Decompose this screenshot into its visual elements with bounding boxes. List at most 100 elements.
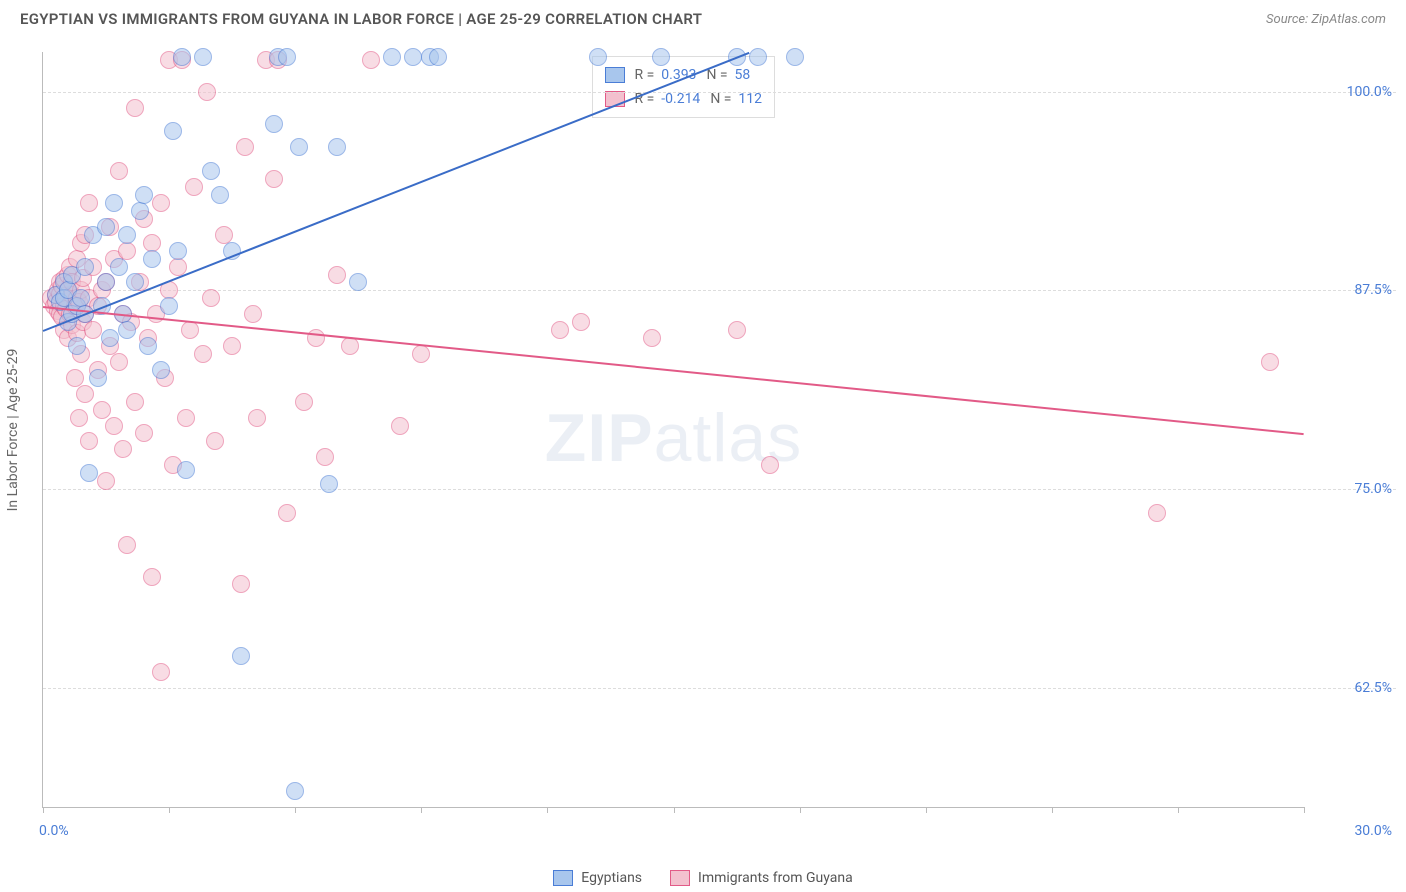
- data-point-guyana: [265, 170, 283, 188]
- data-point-guyana: [118, 536, 136, 554]
- data-point-guyana: [97, 472, 115, 490]
- data-point-egyptians: [290, 138, 308, 156]
- data-point-guyana: [152, 194, 170, 212]
- data-point-egyptians: [152, 361, 170, 379]
- data-point-guyana: [93, 401, 111, 419]
- data-point-egyptians: [160, 297, 178, 315]
- x-tick: [926, 807, 927, 813]
- y-tick-label: 75.0%: [1316, 481, 1392, 497]
- x-tick: [1304, 807, 1305, 813]
- data-point-guyana: [126, 99, 144, 117]
- correlation-row-egyptians: R = 0.393 N = 58: [605, 63, 762, 87]
- data-point-guyana: [206, 432, 224, 450]
- y-tick-label: 62.5%: [1316, 680, 1392, 696]
- gridline: [43, 92, 1396, 93]
- data-point-egyptians: [211, 186, 229, 204]
- legend-label-egyptians: Egyptians: [581, 870, 642, 886]
- data-point-guyana: [391, 417, 409, 435]
- x-axis-max-label: 30.0%: [1354, 823, 1392, 839]
- legend-label-guyana: Immigrants from Guyana: [698, 870, 853, 886]
- data-point-guyana: [248, 409, 266, 427]
- data-point-guyana: [194, 345, 212, 363]
- legend-item-egyptians: Egyptians: [553, 870, 642, 886]
- data-point-egyptians: [749, 48, 767, 66]
- x-tick: [169, 807, 170, 813]
- data-point-egyptians: [265, 115, 283, 133]
- data-point-egyptians: [286, 782, 304, 800]
- data-point-guyana: [412, 345, 430, 363]
- n-value-guyana: 112: [738, 91, 762, 107]
- data-point-guyana: [80, 194, 98, 212]
- gridline: [43, 688, 1396, 689]
- data-point-egyptians: [652, 48, 670, 66]
- data-point-egyptians: [80, 464, 98, 482]
- chart-title: EGYPTIAN VS IMMIGRANTS FROM GUYANA IN LA…: [20, 10, 702, 28]
- data-point-guyana: [105, 417, 123, 435]
- data-point-egyptians: [76, 258, 94, 276]
- data-point-guyana: [177, 409, 195, 427]
- swatch-guyana: [670, 870, 690, 886]
- data-point-egyptians: [97, 218, 115, 236]
- data-point-guyana: [126, 393, 144, 411]
- data-point-guyana: [181, 321, 199, 339]
- y-axis-title: In Labor Force | Age 25-29: [5, 348, 21, 511]
- x-tick: [674, 807, 675, 813]
- data-point-egyptians: [194, 48, 212, 66]
- x-tick: [421, 807, 422, 813]
- correlation-legend: R = 0.393 N = 58 R = -0.214 N = 112: [592, 56, 775, 118]
- data-point-guyana: [316, 448, 334, 466]
- data-point-guyana: [236, 138, 254, 156]
- data-point-egyptians: [105, 194, 123, 212]
- data-point-guyana: [70, 409, 88, 427]
- data-point-egyptians: [589, 48, 607, 66]
- data-point-guyana: [551, 321, 569, 339]
- data-point-guyana: [169, 258, 187, 276]
- data-point-guyana: [80, 432, 98, 450]
- chart-source: Source: ZipAtlas.com: [1266, 12, 1386, 27]
- x-tick: [1178, 807, 1179, 813]
- data-point-egyptians: [383, 48, 401, 66]
- data-point-egyptians: [97, 273, 115, 291]
- data-point-egyptians: [118, 321, 136, 339]
- data-point-egyptians: [173, 48, 191, 66]
- x-tick: [547, 807, 548, 813]
- data-point-egyptians: [68, 337, 86, 355]
- data-point-egyptians: [278, 48, 296, 66]
- chart-header: EGYPTIAN VS IMMIGRANTS FROM GUYANA IN LA…: [0, 0, 1406, 34]
- data-point-guyana: [223, 337, 241, 355]
- data-point-egyptians: [126, 273, 144, 291]
- data-point-guyana: [244, 305, 262, 323]
- legend-item-guyana: Immigrants from Guyana: [670, 870, 853, 886]
- data-point-guyana: [232, 575, 250, 593]
- data-point-egyptians: [349, 273, 367, 291]
- data-point-egyptians: [320, 475, 338, 493]
- data-point-egyptians: [202, 162, 220, 180]
- data-point-guyana: [761, 456, 779, 474]
- data-point-guyana: [1148, 504, 1166, 522]
- data-point-egyptians: [177, 461, 195, 479]
- data-point-egyptians: [164, 122, 182, 140]
- data-point-guyana: [110, 353, 128, 371]
- data-point-egyptians: [786, 48, 804, 66]
- data-point-guyana: [202, 289, 220, 307]
- data-point-guyana: [143, 568, 161, 586]
- x-axis-min-label: 0.0%: [39, 823, 69, 839]
- data-point-egyptians: [135, 186, 153, 204]
- r-value-guyana: -0.214: [661, 91, 700, 107]
- data-point-egyptians: [89, 369, 107, 387]
- data-point-guyana: [307, 329, 325, 347]
- data-point-egyptians: [232, 647, 250, 665]
- data-point-guyana: [84, 321, 102, 339]
- data-point-egyptians: [101, 329, 119, 347]
- plot-area: ZIPatlas R = 0.393 N = 58 R = -0.214 N =…: [42, 52, 1304, 808]
- trend-line-guyana: [43, 306, 1304, 435]
- data-point-guyana: [76, 385, 94, 403]
- data-point-guyana: [295, 393, 313, 411]
- data-point-guyana: [152, 663, 170, 681]
- gridline: [43, 489, 1396, 490]
- data-point-egyptians: [131, 202, 149, 220]
- x-tick: [1052, 807, 1053, 813]
- data-point-egyptians: [143, 250, 161, 268]
- swatch-egyptians: [553, 870, 573, 886]
- n-label: N = 112: [710, 87, 762, 111]
